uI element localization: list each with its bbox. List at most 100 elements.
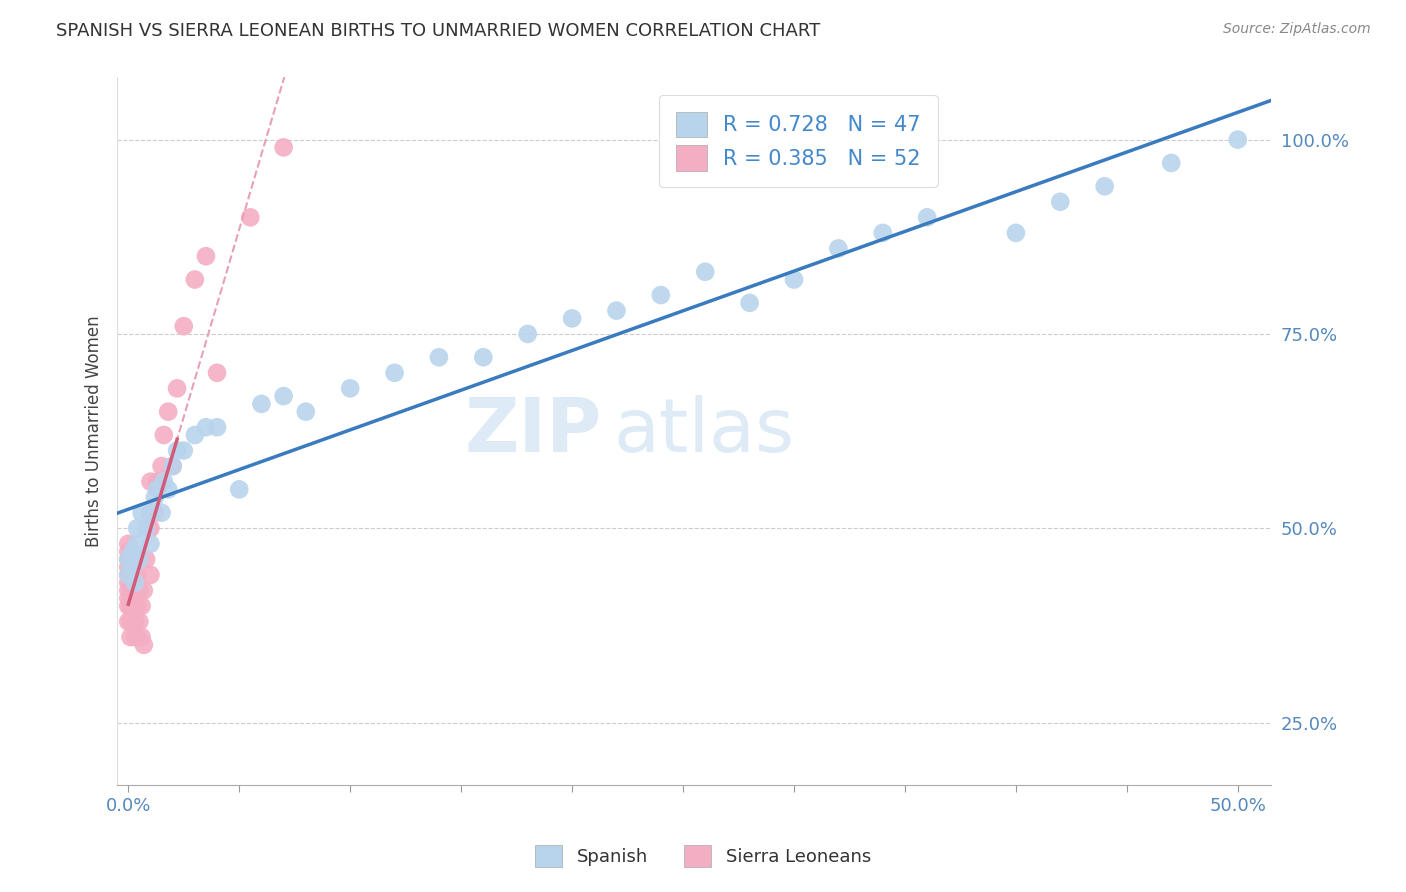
Point <box>117 552 139 566</box>
Point <box>128 615 150 629</box>
Point <box>915 211 938 225</box>
Point <box>120 552 142 566</box>
Point <box>139 567 162 582</box>
Point <box>157 405 180 419</box>
Point <box>143 506 166 520</box>
Point <box>872 226 894 240</box>
Point <box>152 428 174 442</box>
Point <box>117 575 139 590</box>
Point <box>121 552 143 566</box>
Point <box>150 506 173 520</box>
Point <box>131 630 153 644</box>
Legend: Spanish, Sierra Leoneans: Spanish, Sierra Leoneans <box>527 838 879 874</box>
Point <box>146 483 169 497</box>
Point <box>162 459 184 474</box>
Point <box>384 366 406 380</box>
Point <box>166 381 188 395</box>
Point <box>120 567 142 582</box>
Point <box>117 552 139 566</box>
Point <box>117 583 139 598</box>
Text: atlas: atlas <box>613 394 794 467</box>
Point <box>162 459 184 474</box>
Point <box>117 615 139 629</box>
Text: ZIP: ZIP <box>464 394 602 467</box>
Point <box>1094 179 1116 194</box>
Point <box>695 265 717 279</box>
Point <box>135 552 157 566</box>
Point <box>194 249 217 263</box>
Point <box>132 583 155 598</box>
Point <box>120 630 142 644</box>
Point <box>250 397 273 411</box>
Point <box>120 615 142 629</box>
Point <box>1226 133 1249 147</box>
Text: SPANISH VS SIERRA LEONEAN BIRTHS TO UNMARRIED WOMEN CORRELATION CHART: SPANISH VS SIERRA LEONEAN BIRTHS TO UNMA… <box>56 22 821 40</box>
Point <box>205 366 228 380</box>
Point <box>273 140 295 154</box>
Point <box>132 638 155 652</box>
Point <box>650 288 672 302</box>
Point <box>128 552 150 566</box>
Point <box>136 521 159 535</box>
Point <box>516 326 538 341</box>
Point <box>124 575 146 590</box>
Point <box>121 583 143 598</box>
Point <box>146 475 169 489</box>
Point <box>184 428 207 442</box>
Y-axis label: Births to Unmarried Women: Births to Unmarried Women <box>86 315 103 547</box>
Point <box>120 583 142 598</box>
Point <box>173 319 195 334</box>
Point <box>117 544 139 558</box>
Point <box>127 599 149 613</box>
Point <box>605 303 627 318</box>
Point <box>121 567 143 582</box>
Point <box>124 552 146 566</box>
Point <box>128 552 150 566</box>
Point <box>150 459 173 474</box>
Point <box>131 506 153 520</box>
Point <box>117 591 139 606</box>
Point <box>295 405 318 419</box>
Point <box>135 521 157 535</box>
Point <box>121 599 143 613</box>
Point <box>561 311 583 326</box>
Point <box>127 521 149 535</box>
Point <box>184 272 207 286</box>
Point <box>427 351 450 365</box>
Point <box>117 567 139 582</box>
Point <box>128 583 150 598</box>
Point <box>472 351 495 365</box>
Point <box>339 381 361 395</box>
Point <box>127 537 149 551</box>
Point <box>117 567 139 582</box>
Point <box>127 567 149 582</box>
Point <box>124 615 146 629</box>
Point <box>127 630 149 644</box>
Point <box>139 521 162 535</box>
Point <box>157 483 180 497</box>
Point <box>1160 156 1182 170</box>
Point <box>120 599 142 613</box>
Point <box>121 544 143 558</box>
Point <box>166 443 188 458</box>
Point <box>139 475 162 489</box>
Point <box>117 599 139 613</box>
Point <box>194 420 217 434</box>
Point <box>205 420 228 434</box>
Point <box>124 630 146 644</box>
Legend: R = 0.728   N = 47, R = 0.385   N = 52: R = 0.728 N = 47, R = 0.385 N = 52 <box>659 95 938 187</box>
Point <box>139 537 162 551</box>
Point <box>121 560 143 574</box>
Point <box>783 272 806 286</box>
Point <box>124 599 146 613</box>
Point <box>173 443 195 458</box>
Point <box>152 475 174 489</box>
Point <box>1049 194 1071 209</box>
Text: Source: ZipAtlas.com: Source: ZipAtlas.com <box>1223 22 1371 37</box>
Point <box>117 560 139 574</box>
Point <box>121 615 143 629</box>
Point <box>738 296 761 310</box>
Point <box>228 483 250 497</box>
Point <box>239 211 262 225</box>
Point <box>143 490 166 504</box>
